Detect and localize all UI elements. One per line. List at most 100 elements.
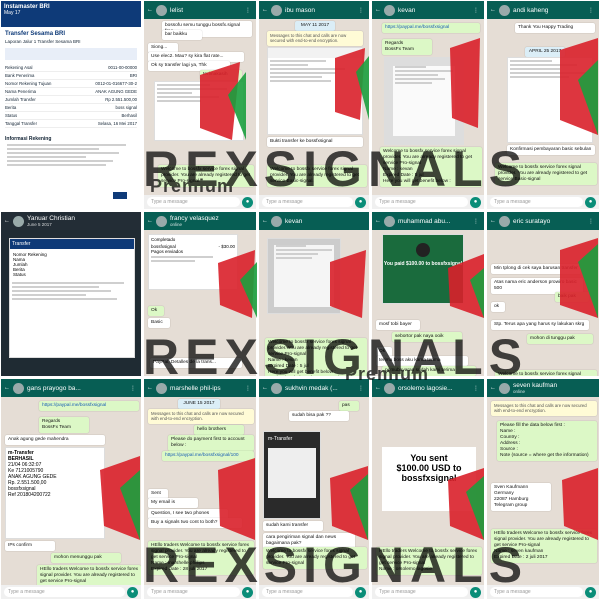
more-options-icon[interactable]: ⋮ xyxy=(130,385,138,392)
more-options-icon[interactable]: ⋮ xyxy=(245,7,253,14)
message-bubble: Siong... xyxy=(148,43,178,53)
presence-status: online xyxy=(170,221,183,227)
tile-bri-transfer: Instamaster BRI May 17 Transfer Sesama B… xyxy=(0,0,142,210)
avatar xyxy=(13,215,24,227)
encryption-notice: Messages to this chat and calls are now … xyxy=(491,401,597,416)
message-text: Here you will get benefit below : xyxy=(268,369,336,375)
tile-chat-yanuar: ← Yanuar Christian June 5 2017 Transfer No… xyxy=(0,211,142,377)
message-bubble: mosf tobi bayer xyxy=(376,320,420,330)
more-options-icon[interactable]: ⋮ xyxy=(473,7,481,14)
message-text: Welcome to bossfx service forex signal p… xyxy=(268,340,358,357)
chat-header: ← muhammad abu... ⋮ xyxy=(372,212,484,230)
more-options-icon[interactable]: ⋮ xyxy=(358,7,366,14)
contact-name: andi kaheng xyxy=(513,6,549,14)
message-input[interactable]: Type a message xyxy=(262,197,353,207)
tile-chat-gans: ← gans prayogo ba... ⋮ https://paypal.me/b… xyxy=(0,378,142,600)
more-options-icon[interactable]: ⋮ xyxy=(473,385,481,392)
avatar xyxy=(156,215,167,227)
message-input[interactable]: Type a message xyxy=(490,587,583,597)
bri-row-label: Nomor Rekening Tujuan xyxy=(5,81,52,86)
mic-icon[interactable]: ● xyxy=(355,196,366,208)
message-input[interactable]: Type a message xyxy=(147,197,240,207)
contact-name: gans prayogo ba... xyxy=(27,384,81,392)
receipt-line: Ref 201804200722 xyxy=(8,492,51,498)
message-text: Germany xyxy=(494,490,514,496)
message-text: Sven Kaufmann xyxy=(494,485,529,490)
message-bubble: Sent xyxy=(148,489,168,499)
avatar xyxy=(271,4,282,16)
more-options-icon[interactable]: ⋮ xyxy=(358,385,366,392)
sent-recipient: bossfxsignal xyxy=(401,473,457,483)
presence-status: online xyxy=(513,388,526,394)
bri-row-label: Berita xyxy=(5,105,17,110)
avatar xyxy=(156,382,167,394)
paypal-link[interactable]: https://paypal.me/bossfxsignal xyxy=(382,23,480,33)
message-input[interactable]: Type a message xyxy=(147,587,240,597)
paypal-sent-card: You sent $100.00 USD to bossfxsignal xyxy=(382,447,476,511)
more-options-icon[interactable]: ⋮ xyxy=(588,7,596,14)
mic-icon[interactable]: ● xyxy=(127,586,138,598)
mic-icon[interactable]: ● xyxy=(470,196,481,208)
welcome-message: Welcome to bossfx service forex signal p… xyxy=(495,370,597,376)
chat-header: ← marshelle phil-ips ⋮ xyxy=(144,379,256,397)
message-text: HEllo traders Welcome to bossfx service … xyxy=(379,549,478,566)
bri-row-label: Status xyxy=(5,113,18,118)
bri-row: Bank Penerima BRI xyxy=(5,72,137,80)
receipt-line: ANAK AGUNG GEDE xyxy=(8,474,57,480)
contact-name: lelist xyxy=(170,6,184,14)
message-input[interactable]: Type a message xyxy=(4,587,125,597)
paypal-link[interactable]: https://paypal.me/bossfxsignal/100 xyxy=(162,451,254,461)
bri-row-value: ANAK AGUNG GEDE xyxy=(95,89,137,94)
chat-header: ← Yanuar Christian June 5 2017 xyxy=(1,212,141,230)
message-text: Trade Signals (month: 20 to 30 Signals) xyxy=(268,376,364,377)
receipt-row: Nomor Rekening xyxy=(13,252,47,257)
avatar xyxy=(384,4,395,16)
message-bubble: My email is xyxy=(148,498,198,508)
more-options-icon[interactable]: ⋮ xyxy=(588,218,596,225)
message-input[interactable]: Type a message xyxy=(262,587,353,597)
message-input[interactable]: Type a message xyxy=(490,197,583,207)
bri-rows: Rekening Asal 0011-00-00000 Bank Penerima B… xyxy=(5,64,137,128)
bri-row: Tanggal Transfer Selasa, 16 Mei 2017 xyxy=(5,120,137,128)
tile-chat-eric: ← eric suratayo ⋮ Min tplong di cek saya b… xyxy=(486,211,600,377)
message-text: Expired Date : 5 jul xyxy=(268,363,309,369)
message-bubble: terima boss aku kama terima xyxy=(376,356,468,366)
mic-icon[interactable]: ● xyxy=(355,586,366,598)
message-bubble: Regards BossFx Team xyxy=(39,417,89,433)
contact-name: ibu mason xyxy=(285,6,315,14)
message-input[interactable]: Type a message xyxy=(375,587,468,597)
paypal-link[interactable]: https://paypal.me/bossfxsignal xyxy=(39,401,139,411)
mic-icon[interactable]: ● xyxy=(242,196,253,208)
tile-chat-seven: ← seven kaufman online Messages to this ch… xyxy=(486,378,600,600)
message-input[interactable]: Type a message xyxy=(375,197,468,207)
message-bubble: Thank You Happy Trading xyxy=(515,23,595,33)
more-options-icon[interactable]: ⋮ xyxy=(245,385,253,392)
sent-label: You sent xyxy=(410,453,448,463)
sent-amount: $100.00 USD to xyxy=(396,463,462,473)
message-bubble: Ok sy transfer lagi ya, Thk xyxy=(148,61,230,71)
message-text: Regards xyxy=(385,41,404,46)
message-bubble: Konfirmasi pembayaran basic sebulan xyxy=(507,145,595,155)
message-bubble: pemubayaran sudah kami terima xyxy=(382,366,476,376)
encryption-notice: Messages to this chat and calls are now … xyxy=(267,31,363,46)
tile-chat-marshelle: ← marshelle phil-ips ⋮ JUNE 15 2017 Messag… xyxy=(143,378,257,600)
welcome-message: HEllo traders Welcome to bossfx service … xyxy=(376,547,482,575)
contact-name: marshelle phil-ips xyxy=(170,384,221,392)
message-text: Welcome to bossfx service forex signal p… xyxy=(383,149,473,166)
avatar xyxy=(499,4,510,16)
avatar xyxy=(416,243,430,257)
mic-icon[interactable]: ● xyxy=(470,586,481,598)
message-text: Telegram group xyxy=(494,502,528,508)
more-options-icon[interactable]: ⋮ xyxy=(473,218,481,225)
bri-ok-button[interactable] xyxy=(113,192,127,199)
message-bubble: Use elec2. Mau? sy kira flat rate... xyxy=(148,52,244,62)
mic-icon[interactable]: ● xyxy=(242,586,253,598)
welcome-message: Welcome to bossfx service forex signal p… xyxy=(267,165,367,187)
contact-name: francy velasquez xyxy=(170,214,219,222)
message-text: Please fill the data below first : xyxy=(500,423,565,428)
paypal-receipt-image xyxy=(154,81,244,141)
mic-icon[interactable]: ● xyxy=(585,196,596,208)
mic-icon[interactable]: ● xyxy=(585,586,596,598)
bri-row-value: Rp 2.551.500,00 xyxy=(105,97,137,102)
